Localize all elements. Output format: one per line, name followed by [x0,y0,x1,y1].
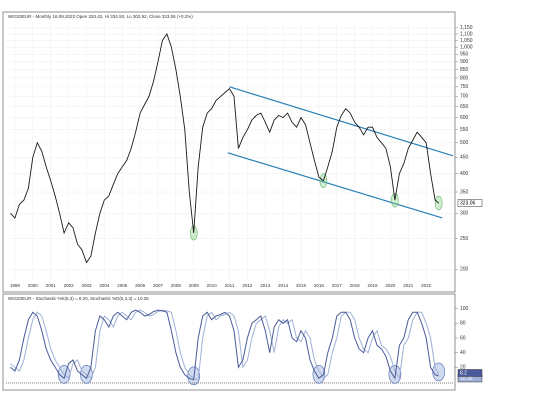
x-tick-label: 2005 [117,283,128,288]
y-tick-label: 750 [460,84,469,90]
y-tick-label: 500 [460,140,469,146]
x-tick-label: 2001 [46,283,57,288]
stoch-panel [2,293,456,391]
x-tick-label: 2000 [28,283,39,288]
x-tick-label: 2016 [314,283,325,288]
y-tick-label: 800 [460,75,469,81]
y-tick-label: 200 [460,267,469,273]
last-value-label: 10.26 [460,376,473,382]
x-tick-label: 2013 [260,283,271,288]
x-tick-label: 2018 [350,283,361,288]
x-tick-label: 2020 [385,283,396,288]
last-value-box [457,199,483,207]
y-tick-label: 100 [460,306,469,312]
x-tick-label: 2021 [403,283,414,288]
x-tick-label: 2012 [242,283,253,288]
y-tick-label: 650 [460,104,469,110]
x-tick-label: 2017 [332,283,343,288]
series-line [10,309,439,381]
x-tick-label: 2014 [278,283,289,288]
x-tick-label: 2008 [171,283,182,288]
x-tick-label: 2019 [368,283,379,288]
series-line [10,309,440,381]
last-value-box [457,369,483,377]
stoch-title: WIG20EUR - Stochastic %K(5,3) = 8.20, St… [8,296,149,301]
y-tick-label: 60 [460,335,466,341]
y-tick-label: 600 [460,115,469,121]
last-value-label: 323.06 [460,200,476,206]
y-tick-label: 700 [460,94,469,100]
last-value-label: 8.2 [460,370,467,376]
x-tick-label: 2011 [225,283,235,288]
x-tick-label: 2003 [81,283,92,288]
series-line [10,33,439,264]
y-tick-label: 1,000 [460,44,473,50]
x-tick-label: 2007 [153,283,164,288]
y-tick-label: 1,150 [460,25,473,31]
highlight-circle [312,365,326,384]
y-tick-label: 400 [460,171,469,177]
highlight-circle [388,365,402,384]
y-tick-label: 900 [460,59,469,65]
y-tick-label: 300 [460,211,469,217]
trend-line [227,152,443,219]
trend-line [229,86,454,157]
y-tick-label: 250 [460,236,469,242]
x-tick-label: 2015 [296,283,307,288]
x-tick-label: 2010 [207,283,218,288]
y-tick-label: 550 [460,127,469,133]
y-tick-label: 80 [460,321,466,327]
y-tick-label: 40 [460,350,466,356]
y-tick-label: 950 [460,52,469,58]
y-tick-label: 450 [460,155,469,161]
x-tick-label: 2002 [64,283,75,288]
y-tick-label: 1,050 [460,38,473,44]
x-tick-label: 1999 [10,283,21,288]
y-tick-label: 350 [460,189,469,195]
x-tick-label: 2009 [189,283,200,288]
y-tick-label: 20 [460,365,466,371]
x-tick-label: 2004 [99,283,110,288]
price-title: WIG20EUR - Monthly 16.09.2022 Open 320.4… [8,14,193,19]
x-tick-label: 2022 [421,283,432,288]
y-tick-label: 850 [460,67,469,73]
y-tick-label: 1,100 [460,31,473,37]
x-tick-label: 2006 [135,283,146,288]
